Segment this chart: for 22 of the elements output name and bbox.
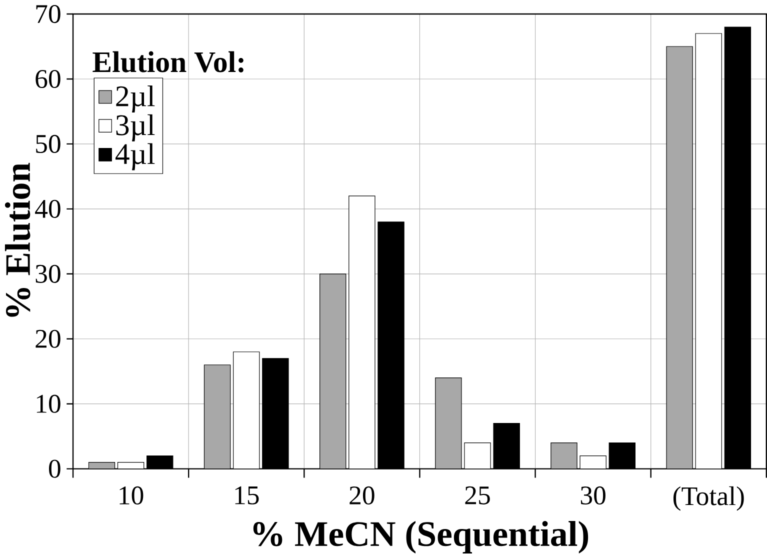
y-tick-label: 70 <box>36 4 60 23</box>
x-tick-label: 25 <box>465 486 490 504</box>
x-tick-label: 20 <box>350 486 374 504</box>
bar <box>550 442 578 469</box>
x-axis-title: % MeCN (Sequential) <box>253 520 588 554</box>
x-tick-label: 30 <box>580 486 606 504</box>
x-tick-label: 15 <box>235 486 259 504</box>
bar <box>88 462 115 469</box>
y-tick-label: 20 <box>36 330 60 348</box>
legend-title: Elution Vol: <box>92 51 244 72</box>
y-axis-title: % Elution <box>4 162 30 317</box>
x-tick-label: 10 <box>120 486 144 504</box>
legend-label: 2µl <box>116 85 155 112</box>
y-tick-label: 40 <box>35 200 60 218</box>
y-tick-label: 30 <box>36 264 60 283</box>
y-tick-label: 0 <box>49 460 60 478</box>
legend-label: 4µl <box>115 143 155 170</box>
x-tick-label: (Total) <box>673 486 744 511</box>
y-tick-label: 60 <box>36 70 60 88</box>
y-tick-label: 50 <box>36 134 60 153</box>
y-tick-label: 10 <box>36 394 60 413</box>
legend-label: 3µl <box>116 114 155 142</box>
